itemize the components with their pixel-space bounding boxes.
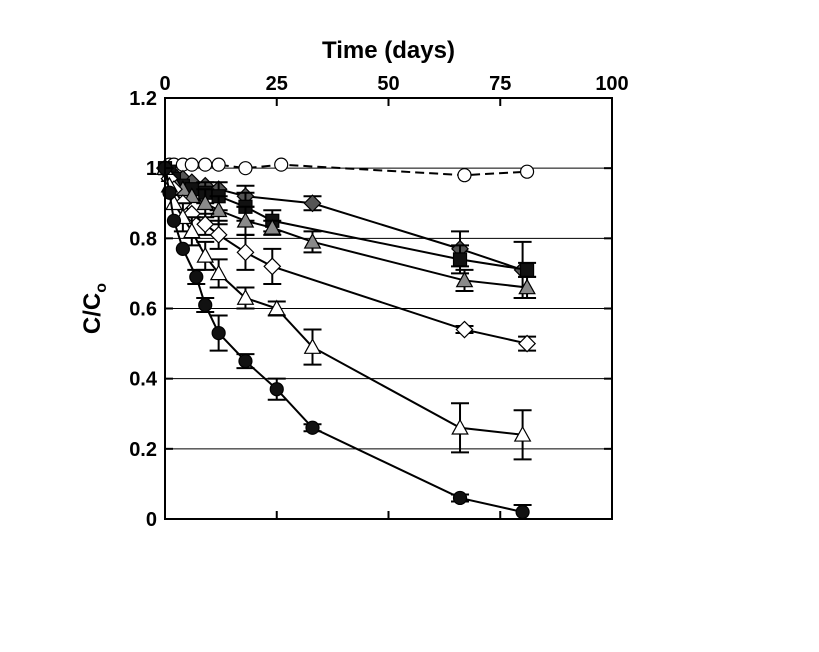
y-tick-label: 0.8 [129, 228, 157, 250]
y-tick-label: 0.2 [129, 439, 157, 461]
data-point [211, 157, 226, 172]
data-point [303, 338, 322, 354]
data-point [457, 168, 472, 183]
data-point [513, 425, 532, 442]
data-point [518, 334, 537, 353]
series-open-circle [157, 157, 535, 183]
data-point [519, 164, 535, 179]
data-point [452, 490, 468, 506]
data-point [198, 297, 213, 313]
data-point [455, 271, 474, 288]
data-point [184, 157, 199, 172]
data-point [175, 241, 190, 256]
data-point [274, 157, 289, 172]
data-point [198, 157, 213, 172]
data-point [263, 257, 282, 276]
data-point [452, 252, 468, 267]
x-tick-label: 100 [595, 73, 628, 95]
x-tick-label: 50 [377, 73, 399, 95]
data-point [196, 194, 215, 211]
axis-ticks: 00.20.40.60.811.20 25 50 75 100 [129, 73, 629, 531]
data-point [162, 185, 177, 200]
y-tick-label: 0.4 [129, 369, 158, 391]
data-point [305, 420, 320, 435]
data-point [183, 222, 201, 239]
data-point [209, 201, 228, 218]
x-axis-label: Time (days) [322, 37, 455, 64]
data-point [238, 354, 253, 369]
x-tick-label: 75 [489, 73, 511, 95]
y-tick-label: 1.2 [129, 88, 157, 110]
data-point [455, 320, 474, 339]
y-tick-label: 0.6 [129, 299, 157, 321]
data-point [166, 213, 182, 228]
data-point [451, 418, 469, 435]
y-axis-label-main: C/C [79, 293, 106, 334]
data-point [263, 218, 282, 235]
data-point [196, 215, 215, 234]
data-point [236, 211, 255, 228]
data-point [211, 325, 226, 341]
data-point [303, 194, 322, 213]
y-axis-label-subscript: o [93, 283, 110, 293]
data-point [209, 264, 228, 281]
data-point [196, 246, 215, 263]
series-open-triangle [156, 159, 532, 461]
y-tick-label: 1 [146, 158, 157, 180]
x-tick-label: 25 [266, 73, 288, 95]
grid-lines [165, 167, 612, 450]
y-axis-label: C/Co [79, 283, 110, 334]
data-point [189, 269, 204, 285]
data-point [519, 262, 535, 278]
data-point [267, 299, 286, 316]
data-point [303, 232, 322, 249]
data-point [515, 504, 530, 520]
series-layer [156, 157, 537, 520]
data-point [236, 243, 255, 262]
data-point [236, 288, 255, 305]
data-point [209, 225, 228, 244]
x-tick-label: 0 [159, 73, 170, 95]
data-point [269, 382, 284, 397]
y-tick-label: 0 [146, 509, 157, 531]
data-point [238, 161, 253, 176]
data-point [518, 278, 536, 295]
